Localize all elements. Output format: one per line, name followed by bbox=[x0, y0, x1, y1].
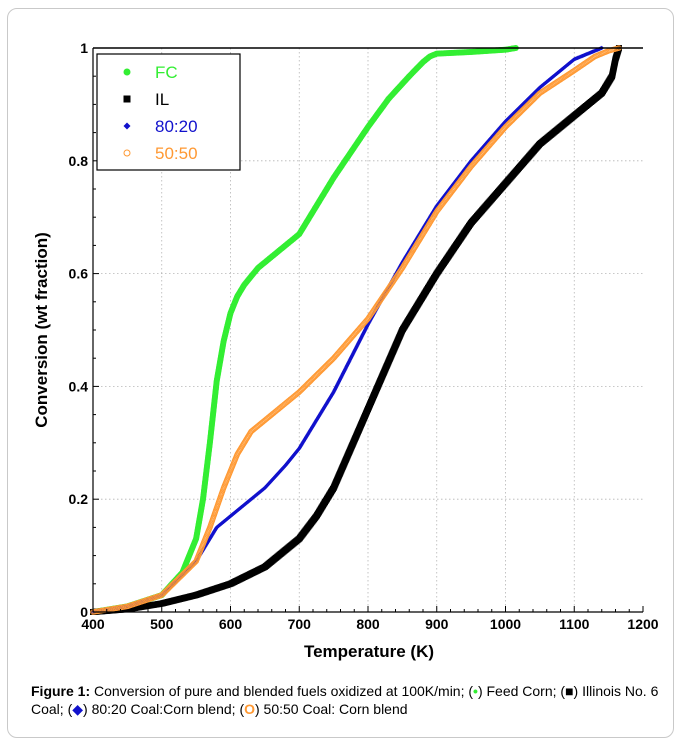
x-tick-label-6: 1000 bbox=[490, 616, 521, 632]
legend-label-fc: FC bbox=[155, 63, 178, 82]
x-axis-title: Temperature (K) bbox=[304, 642, 434, 661]
series-80-20 bbox=[90, 45, 604, 615]
caption-text-2: ) Feed Corn; ( bbox=[477, 683, 566, 699]
caption-text-3: ) Illinois No. 6 Coal; ( bbox=[31, 683, 659, 717]
legend-marker-50-50 bbox=[123, 149, 131, 157]
series-il bbox=[90, 45, 622, 615]
y-tick-label-5: 1 bbox=[80, 40, 88, 56]
legend: FC IL 80:20 50:50 bbox=[96, 53, 241, 171]
x-tick-label-7: 1100 bbox=[559, 616, 590, 632]
legend-label-80-20: 80:20 bbox=[155, 117, 198, 136]
legend-label-il: IL bbox=[155, 90, 169, 109]
legend-marker-il bbox=[123, 95, 131, 103]
y-tick-label-1: 0.2 bbox=[69, 491, 89, 507]
x-tick-label-4: 800 bbox=[356, 616, 380, 632]
caption-il-symbol: ■ bbox=[565, 683, 574, 699]
y-axis-title: Conversion (wt fraction) bbox=[32, 232, 51, 428]
axes: 400 500 600 700 800 900 1000 1100 1200 0 0.2 0.4 0.6… bbox=[69, 40, 659, 632]
x-tick-label-8: 1200 bbox=[627, 616, 658, 632]
legend-label-50-50: 50:50 bbox=[155, 144, 198, 163]
series-layer bbox=[90, 45, 622, 615]
x-tick-label-5: 900 bbox=[425, 616, 449, 632]
figure-caption: Figure 1: Conversion of pure and blended… bbox=[31, 682, 661, 718]
x-tick-label-1: 500 bbox=[150, 616, 174, 632]
y-tick-label-3: 0.6 bbox=[69, 266, 89, 282]
caption-text-1: Conversion of pure and blended fuels oxi… bbox=[90, 683, 474, 699]
caption-label: Figure 1: bbox=[31, 683, 91, 699]
legend-marker-80-20 bbox=[123, 122, 131, 130]
x-tick-label-0: 400 bbox=[81, 616, 105, 632]
x-tick-label-2: 600 bbox=[219, 616, 243, 632]
y-tick-label-0: 0 bbox=[80, 604, 88, 620]
legend-box bbox=[96, 53, 241, 171]
x-tick-label-3: 700 bbox=[288, 616, 312, 632]
legend-marker-fc bbox=[123, 68, 131, 76]
y-tick-label-2: 0.4 bbox=[69, 378, 89, 394]
caption-text-5: ) 50:50 Coal: Corn blend bbox=[255, 701, 408, 717]
y-tick-label-4: 0.8 bbox=[69, 153, 89, 169]
caption-5050-symbol: O bbox=[244, 701, 255, 717]
caption-text-4: ) 80:20 Coal:Corn blend; ( bbox=[83, 701, 245, 717]
conversion-chart: 400 500 600 700 800 900 1000 1100 1200 0 0.2 0.4 0.6… bbox=[32, 40, 659, 661]
caption-8020-symbol: ◆ bbox=[72, 701, 84, 717]
caption-fc-symbol: • bbox=[473, 683, 478, 699]
